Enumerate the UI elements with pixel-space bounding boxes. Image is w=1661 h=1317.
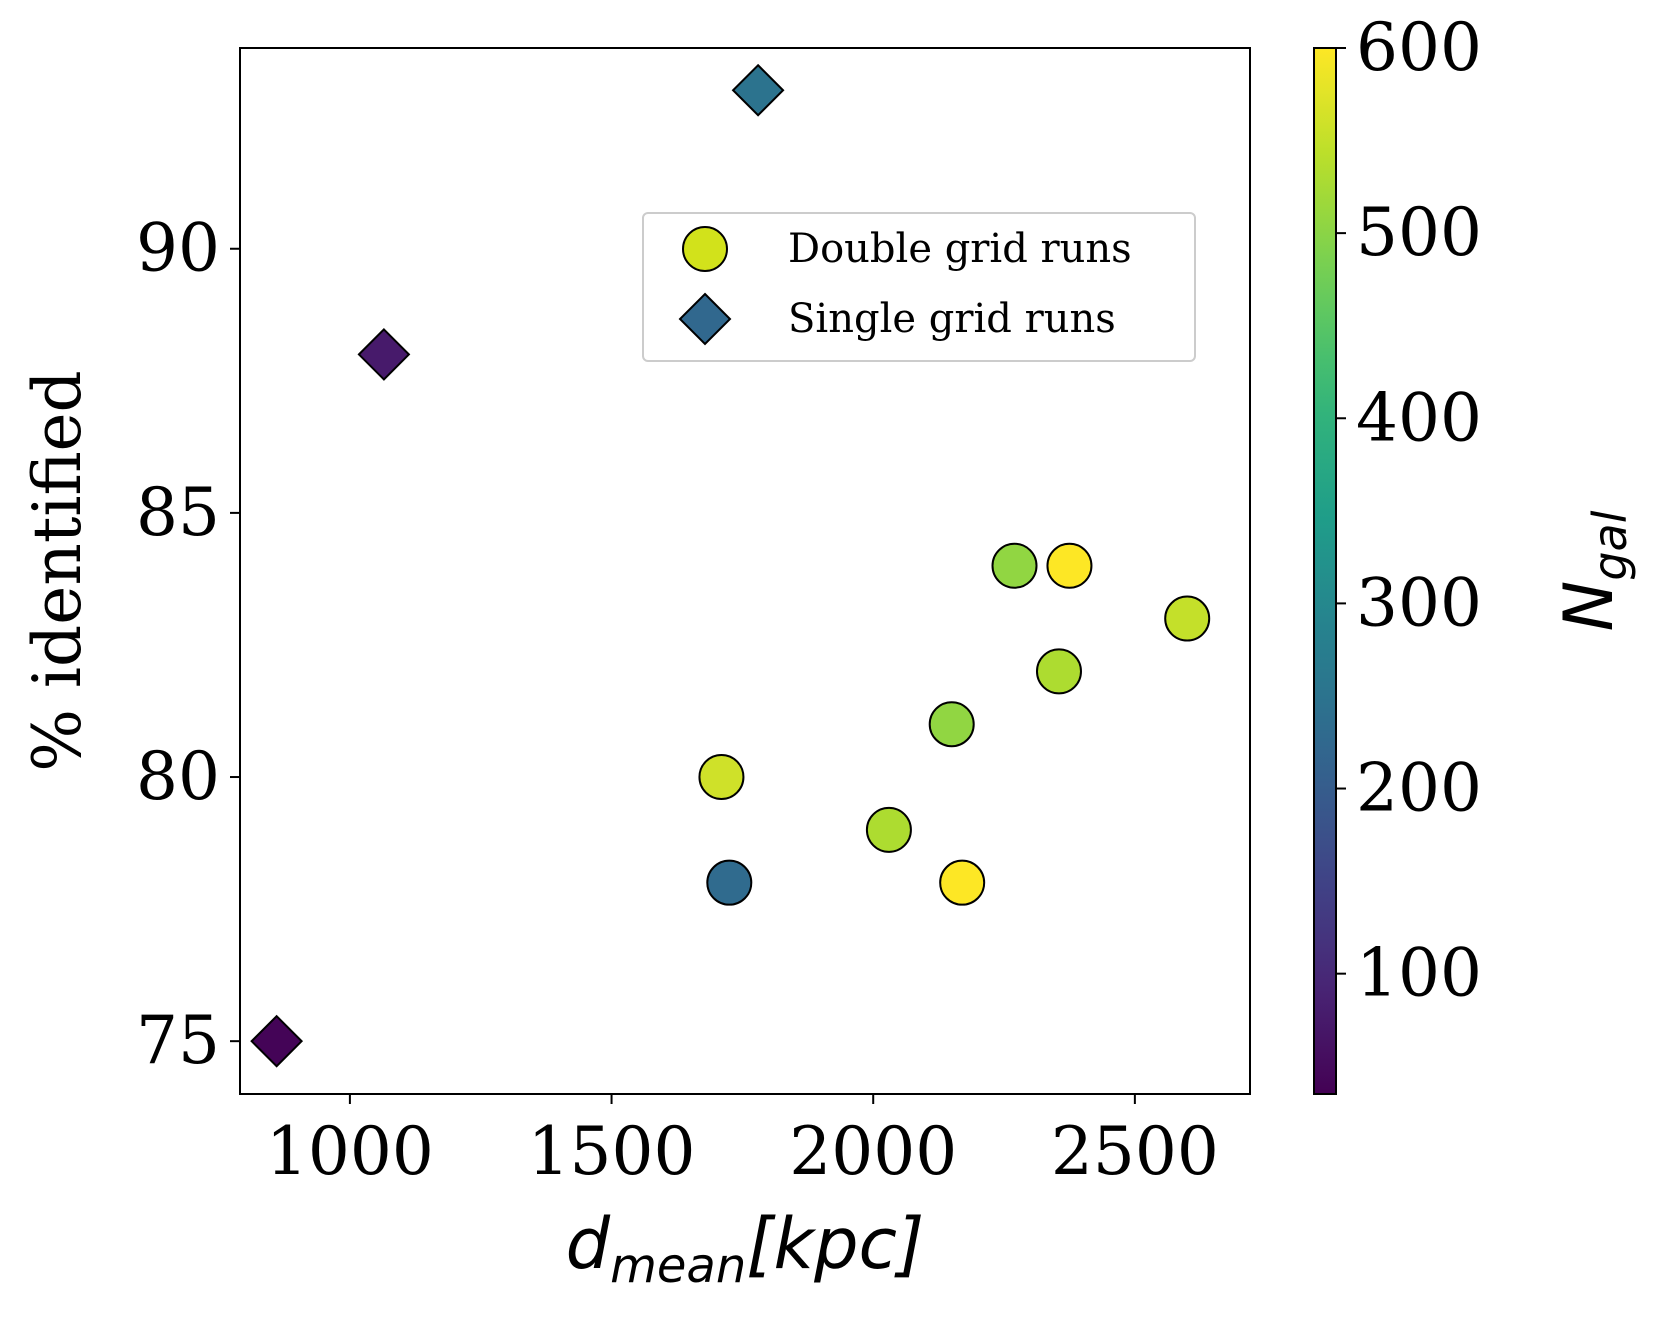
colorbar-tick-label: 100 bbox=[1356, 935, 1482, 1012]
x-axis-label: dmean[kpc] bbox=[566, 1203, 925, 1294]
x-tick-label: 2000 bbox=[789, 1113, 957, 1190]
double-grid-point bbox=[706, 859, 753, 906]
y-tick-label: 85 bbox=[136, 474, 220, 551]
legend-diamond-marker bbox=[678, 292, 732, 346]
double-grid-point bbox=[865, 806, 912, 853]
y-tick-label: 90 bbox=[136, 210, 220, 287]
legend-circle-marker bbox=[682, 226, 728, 272]
legend-box bbox=[642, 212, 1196, 362]
legend-label: Single grid runs bbox=[788, 296, 1116, 342]
legend: Double grid runs Single grid runs bbox=[642, 212, 1196, 362]
colorbar-tick-label: 200 bbox=[1356, 750, 1482, 827]
double-grid-point bbox=[698, 754, 745, 801]
double-grid-point bbox=[991, 542, 1038, 589]
x-tick-label: 1500 bbox=[528, 1113, 696, 1190]
double-grid-point bbox=[1046, 542, 1093, 589]
double-grid-point bbox=[928, 701, 975, 748]
single-grid-point bbox=[731, 63, 785, 117]
legend-label: Double grid runs bbox=[788, 226, 1132, 272]
colorbar-label: Ngal bbox=[1550, 510, 1637, 631]
x-tick-label: 1000 bbox=[266, 1113, 434, 1190]
x-axis: 1000 1500 2000 2500 dmean[kpc] bbox=[266, 1094, 1219, 1294]
double-grid-point bbox=[1035, 648, 1082, 695]
colorbar: 100 200 300 400 500 600 Ngal bbox=[1313, 9, 1637, 1095]
x-tick-label: 2500 bbox=[1051, 1113, 1219, 1190]
colorbar-tick-label: 300 bbox=[1356, 564, 1482, 641]
colorbar-gradient bbox=[1313, 47, 1337, 1095]
data-markers bbox=[250, 63, 1211, 1068]
single-grid-point bbox=[357, 327, 411, 381]
plot-frame bbox=[239, 47, 1251, 1095]
colorbar-tick-label: 400 bbox=[1356, 379, 1482, 456]
y-tick-label: 80 bbox=[136, 738, 220, 815]
y-axis: 75 80 85 90 % identified bbox=[19, 210, 240, 1079]
double-grid-point bbox=[1164, 595, 1211, 642]
single-grid-point bbox=[250, 1014, 304, 1068]
double-grid-point bbox=[939, 859, 986, 906]
colorbar-tick-label: 500 bbox=[1356, 194, 1482, 271]
y-axis-label: % identified bbox=[19, 370, 96, 772]
colorbar-tick-label: 600 bbox=[1356, 9, 1482, 86]
plot-area bbox=[239, 47, 1251, 1095]
y-tick-label: 75 bbox=[136, 1002, 220, 1079]
